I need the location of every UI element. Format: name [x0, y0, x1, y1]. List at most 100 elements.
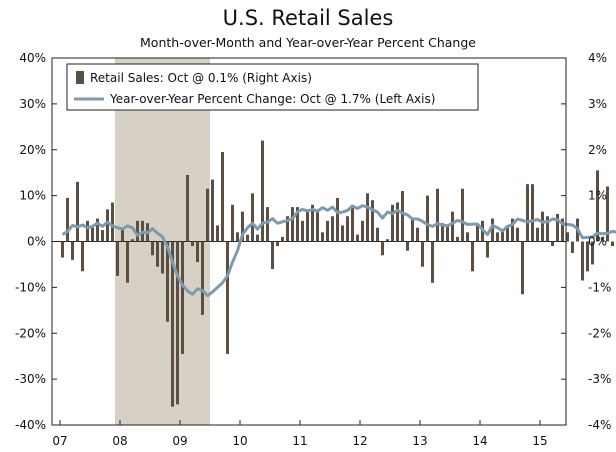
left-axis-tick-label: -30% [15, 372, 46, 386]
bar [541, 211, 544, 242]
bar [191, 241, 194, 247]
x-axis-tick-label: 09 [172, 434, 187, 448]
bar [91, 227, 94, 242]
bar [596, 170, 599, 242]
bar [71, 241, 74, 260]
bar [291, 207, 294, 242]
right-axis-tick-label: 3% [588, 97, 607, 111]
bar [161, 241, 164, 274]
right-axis-tick-label: 1% [588, 189, 607, 203]
bar [331, 216, 334, 242]
bar [116, 241, 119, 276]
bar [516, 227, 519, 242]
x-axis-tick-label: 07 [52, 434, 67, 448]
legend-swatch-bar [76, 71, 84, 84]
bar [216, 225, 219, 242]
bar [566, 232, 569, 242]
chart-subtitle: Month-over-Month and Year-over-Year Perc… [140, 35, 476, 50]
bar [131, 239, 134, 242]
bar [126, 241, 129, 283]
bar [346, 216, 349, 242]
bar [81, 241, 84, 272]
left-axis-tick-label: -40% [15, 418, 46, 432]
left-axis-tick-label: -20% [15, 326, 46, 340]
x-axis-tick-label: 12 [352, 434, 367, 448]
bar [271, 241, 274, 270]
bar [376, 227, 379, 242]
bar [501, 230, 504, 242]
right-axis-tick-label: -1% [588, 280, 611, 294]
bar [366, 193, 369, 242]
bar [386, 239, 389, 242]
legend-label-yoy: Year-over-Year Percent Change: Oct @ 1.7… [109, 92, 435, 106]
bar [431, 241, 434, 283]
bar [106, 209, 109, 242]
bar [256, 234, 259, 242]
bar [396, 202, 399, 242]
left-axis-tick-label: 40% [19, 51, 46, 65]
x-axis-tick-label: 15 [532, 434, 547, 448]
bar [441, 223, 444, 242]
bar [521, 241, 524, 295]
bar [61, 241, 64, 258]
bar [486, 241, 489, 258]
bar [156, 241, 159, 267]
bar [276, 241, 279, 247]
bar [301, 220, 304, 242]
bar [471, 241, 474, 272]
bar [581, 241, 584, 281]
legend-label-retail-sales: Retail Sales: Oct @ 0.1% (Right Axis) [90, 71, 312, 85]
bar [151, 241, 154, 256]
bar [556, 213, 559, 242]
chart-title: U.S. Retail Sales [222, 6, 394, 30]
bar [311, 204, 314, 242]
bar [591, 241, 594, 265]
x-axis-tick-label: 13 [412, 434, 427, 448]
left-axis-tick-label: 0% [27, 235, 46, 249]
bar [561, 218, 564, 242]
bar [426, 195, 429, 242]
bar [371, 200, 374, 242]
x-axis-tick-label: 14 [472, 434, 487, 448]
bar [221, 152, 224, 242]
bar [506, 225, 509, 242]
bar [186, 174, 189, 242]
left-axis-tick-label: 10% [19, 189, 46, 203]
bar [351, 204, 354, 242]
bar [456, 236, 459, 242]
bar [201, 241, 204, 315]
bar [136, 220, 139, 242]
bar [391, 204, 394, 242]
bar [436, 188, 439, 242]
bar [266, 207, 269, 242]
bar [241, 211, 244, 242]
bar [76, 181, 79, 242]
right-axis-tick-label: -4% [588, 418, 611, 432]
bar [306, 209, 309, 242]
bar [496, 232, 499, 242]
bar [491, 218, 494, 242]
right-axis-tick-label: 2% [588, 143, 607, 157]
bar [181, 241, 184, 354]
right-axis-tick-label: 0% [588, 235, 607, 249]
bar [446, 225, 449, 242]
bar [601, 236, 604, 242]
bar [166, 241, 169, 322]
bar [236, 232, 239, 242]
bar [86, 220, 89, 242]
x-axis-tick-label: 11 [292, 434, 307, 448]
bar [211, 179, 214, 242]
bar [316, 209, 319, 242]
bar [321, 232, 324, 242]
bar [586, 241, 589, 272]
bar [121, 227, 124, 242]
bar [246, 234, 249, 242]
bar [526, 184, 529, 242]
right-axis-tick-label: 4% [588, 51, 607, 65]
left-axis-tick-label: 30% [19, 97, 46, 111]
bar [611, 241, 614, 247]
bar [176, 241, 179, 405]
bar [401, 191, 404, 242]
